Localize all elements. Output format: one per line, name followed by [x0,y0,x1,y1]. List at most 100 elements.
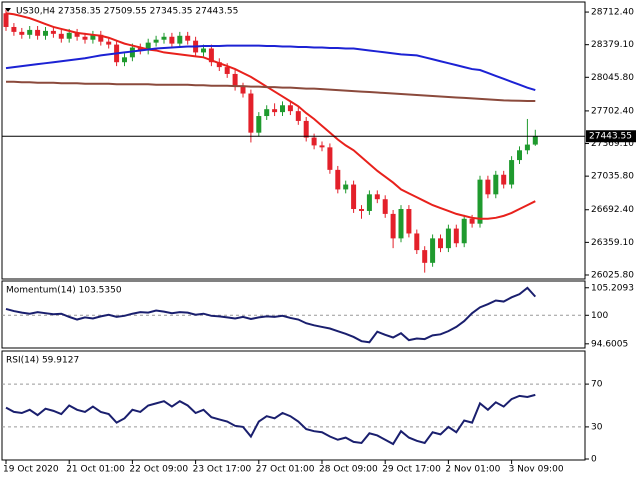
y-tick-label: 30 [591,422,603,432]
candle-body [161,36,167,40]
candle-body [351,184,357,210]
candle-body [58,33,64,39]
y-tick-label: 27369.10 [591,139,634,149]
x-tick-label: 3 Nov 09:00 [509,465,564,475]
candle-body [422,250,428,263]
last-price-box [586,130,636,143]
y-tick-label: 26025.80 [591,270,634,280]
candle-body [398,209,404,239]
x-tick-label: 19 Oct 2020 [3,465,59,475]
candle-body [477,179,483,224]
candle-body [327,147,333,170]
candle-body [177,35,183,44]
candle-body [343,184,349,190]
candle-body [216,62,222,68]
candle-body [248,93,254,133]
x-tick-label: 2 Nov 01:00 [445,465,500,475]
menu-triangle [5,8,11,12]
y-tick-label: 70 [591,380,603,390]
candle-body [445,228,451,249]
candle-body [414,233,420,251]
candle-body [74,32,80,37]
candle-body [50,30,56,34]
panel-title: US30,H4 27358.35 27509.55 27345.35 27443… [16,7,238,17]
candle-body [27,29,33,35]
candle-body [280,105,285,113]
candle-body [256,116,262,133]
y-tick-label: 28712.40 [591,8,634,18]
candle-body [303,120,309,138]
candle-body [145,42,151,51]
moving-average [6,80,536,103]
panel-frame [1,350,586,461]
candle-body [185,35,191,41]
candle-body [264,109,270,117]
candle-body [524,144,530,151]
candle-body [98,34,104,42]
candle-body [11,26,17,32]
y-tick-label: 0 [591,455,597,465]
indicator-line [5,286,537,344]
last-price-label: 27443.55 [589,132,632,142]
y-tick-label: 27035.80 [591,172,634,182]
candle-body [43,30,48,36]
panel-title: Momentum(14) 103.5350 [6,286,122,296]
y-tick-label: 94.6005 [591,339,628,349]
candle-body [438,238,443,249]
y-tick-label: 100 [591,311,608,321]
candle-body [485,179,491,195]
candle-body [169,36,175,44]
candle-body [501,174,507,185]
y-tick-label: 26359.10 [591,238,634,248]
y-tick-label: 28379.10 [591,40,634,50]
candle-body [509,160,515,185]
candle-body [406,209,412,234]
candle-body [153,39,159,43]
x-tick-label: 23 Oct 17:00 [193,465,252,475]
candle-body [66,32,72,39]
y-tick-label: 28045.80 [591,73,634,83]
candle-body [208,48,214,63]
candle-body [240,86,246,94]
moving-average [5,12,536,220]
candle-body [430,238,436,263]
y-tick-label: 26692.40 [591,205,634,215]
moving-average [5,44,536,92]
candle-body [382,199,388,214]
candle-body [311,137,317,146]
candle-body [295,111,301,121]
candle-body [359,209,364,211]
x-tick-label: 22 Oct 09:00 [129,465,188,475]
candle-body [137,47,143,51]
candle-body [90,34,96,40]
candle-body [493,174,499,195]
candle-body [390,213,396,239]
candle-body [224,67,230,74]
x-tick-label: 27 Oct 01:00 [256,465,315,475]
candle-body [122,57,127,63]
candle-body [469,218,475,224]
x-tick-label: 29 Oct 17:00 [382,465,441,475]
candle-body [517,150,522,161]
panel-frame [1,280,586,349]
candle-body [366,194,372,211]
x-tick-label: 28 Oct 09:00 [319,465,378,475]
candle-body [319,145,325,148]
candle-body [532,136,538,145]
candle-body [19,31,25,35]
candle-body [374,194,380,200]
candle-body [106,41,112,45]
candle-body [335,169,341,190]
candle-body [453,228,459,244]
panel-title: RSI(14) 59.9127 [6,356,79,366]
candle-body [35,29,41,36]
candle-body [201,48,206,53]
y-tick-label: 105.2093 [591,283,634,293]
candle-body [461,218,467,244]
candle-body [287,105,293,112]
indicator-line [5,393,536,446]
panel-frame [1,1,586,280]
y-tick-label: 27702.40 [591,106,634,116]
